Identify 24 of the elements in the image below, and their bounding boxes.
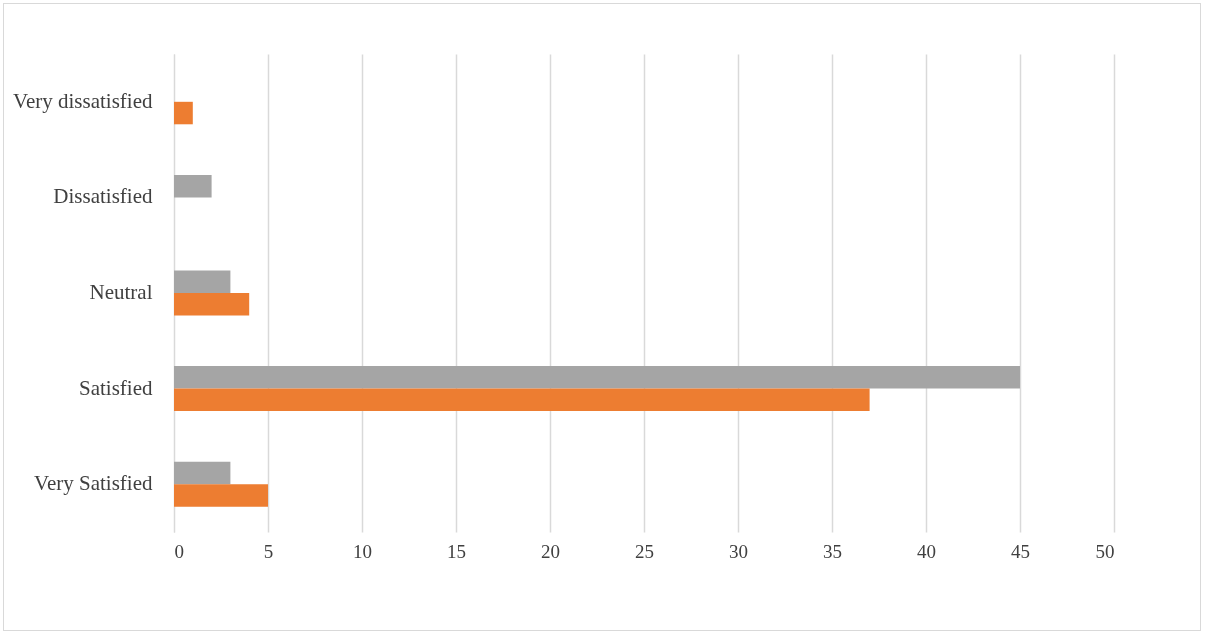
y-tick-label: Very Satisfied (34, 471, 153, 496)
x-tick-label: 5 (263, 540, 274, 562)
bar (174, 461, 231, 485)
bar (174, 101, 193, 125)
y-tick-label: Satisfied (79, 375, 153, 400)
bar (174, 174, 212, 198)
bar (174, 293, 250, 316)
x-tick-label: 35 (823, 540, 842, 562)
bar (174, 484, 268, 507)
y-tick-label: Very dissatisfied (13, 88, 153, 113)
y-tick-label: Neutral (89, 280, 153, 304)
x-tick-label: 50 (1095, 540, 1115, 562)
x-tick-label: 0 (174, 540, 184, 562)
x-tick-label: 15 (447, 540, 466, 562)
x-tick-label: 25 (635, 540, 654, 562)
x-tick-label: 45 (1011, 540, 1030, 562)
x-tick-label: 30 (729, 540, 748, 562)
bar (174, 388, 870, 412)
bar (174, 270, 231, 293)
x-tick-label: 10 (353, 540, 372, 562)
bar (174, 366, 1020, 389)
y-tick-label: Dissatisfied (53, 184, 153, 209)
x-tick-label: 40 (917, 540, 936, 562)
x-tick-label: 20 (541, 540, 560, 562)
